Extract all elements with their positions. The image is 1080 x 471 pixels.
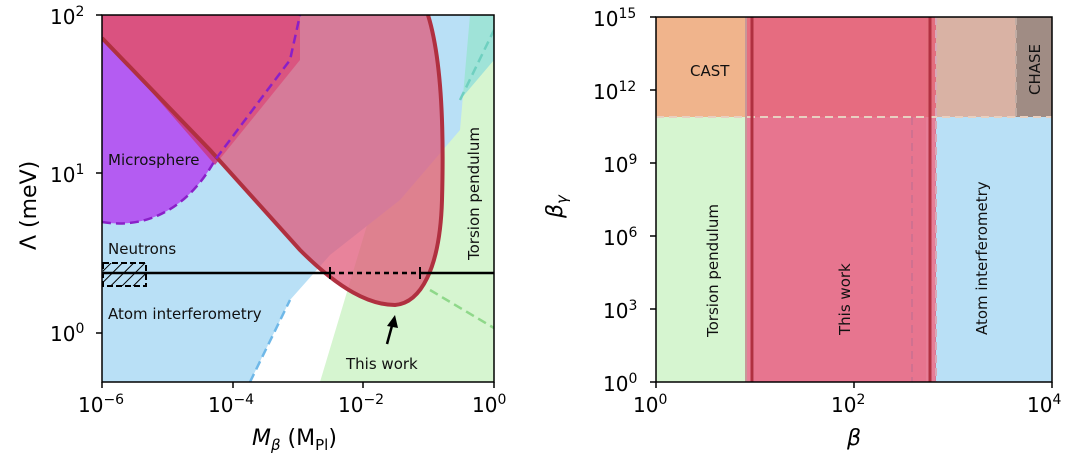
label-this-work-right: This work [836,263,854,336]
this-work-arrow [385,315,398,345]
label-this-work-left: This work [345,355,418,373]
left-xtick-1e0: 100 [472,392,506,417]
label-atom-interferometry-left: Atom interferometry [108,305,262,323]
left-ytick-1e0: 100 [50,321,84,346]
left-xtick-1e-4: 10−4 [208,392,254,417]
left-xtick-1e-6: 10−6 [78,392,124,417]
label-atom-interferometry-right: Atom interferometry [973,181,991,335]
right-x-ticks [655,382,1053,388]
left-xtick-1e-2: 10−2 [338,392,384,417]
left-ytick-1e1: 101 [50,162,84,187]
right-xtick-1e2: 102 [831,392,865,417]
left-chart: Microsphere Neutrons Atom interferometry… [17,4,506,454]
torsion-dashed-boundary [429,288,494,330]
label-torsion-pendulum-left: Torsion pendulum [465,127,483,261]
label-microsphere: Microsphere [108,151,200,169]
right-x-axis-label: β [846,426,861,451]
right-y-axis-label: βγ [543,194,571,219]
right-y-ticks [650,16,656,383]
region-atom-interferometry-right [935,117,1052,382]
right-ytick-1e15: 1015 [593,6,636,31]
left-axes-frame [101,14,495,383]
neutrons-hatch-box [102,262,147,287]
region-chase [1016,17,1052,117]
left-y-axis-label: Λ (meV) [17,161,42,250]
region-torsion-pendulum-right [656,117,746,382]
left-y-ticks [96,14,102,334]
region-this-work-right [746,17,936,382]
region-this-work [102,15,443,305]
this-work-inner-band [754,17,926,382]
label-chase: CHASE [1026,44,1044,95]
left-ytick-1e2: 102 [50,4,84,29]
microsphere-dashed-boundary [102,15,302,225]
right-ytick-1e6: 106 [603,225,637,250]
right-xtick-1e4: 104 [1027,392,1061,417]
label-neutrons: Neutrons [108,240,176,258]
right-ytick-1e3: 103 [603,298,637,323]
teal-dashed-boundary [458,29,494,101]
right-ytick-1e12: 1012 [593,79,636,104]
left-x-ticks [101,382,495,388]
right-chart: CAST CHASE Torsion pendulum This work At… [543,6,1061,451]
left-x-axis-label: Mβ (MPl) [252,426,337,454]
label-torsion-pendulum-right: Torsion pendulum [704,204,722,338]
right-xtick-1e0: 100 [633,392,667,417]
label-cast: CAST [690,62,730,80]
atom-dashed-boundary [248,299,292,382]
right-ytick-1e9: 109 [603,152,637,177]
